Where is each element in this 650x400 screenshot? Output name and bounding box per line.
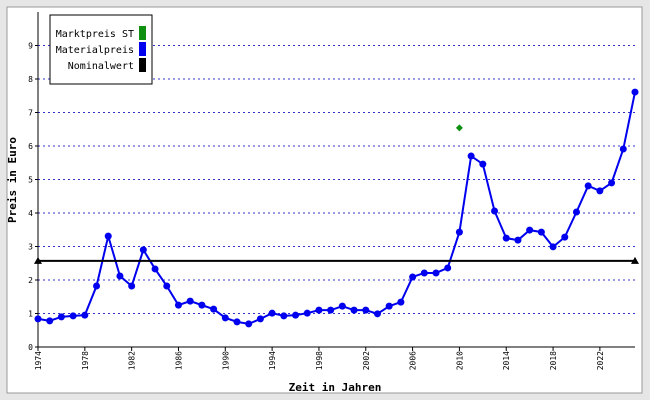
point [116,272,124,280]
y-tick-label: 7 [28,109,33,118]
y-tick-label: 8 [28,75,33,84]
point [69,312,77,320]
point [455,124,463,132]
legend-swatch [139,58,146,72]
point [362,306,370,314]
point [502,234,510,242]
point [327,306,335,314]
point [210,305,218,313]
x-tick-label: 1986 [174,351,183,370]
point [549,243,557,251]
legend-box [49,14,153,85]
legend-label: Nominalwert [68,61,134,72]
point [385,302,393,310]
point [268,309,276,317]
legend: Marktpreis ST Materialpreis Nominalwert [49,14,153,85]
point [420,269,428,277]
point [608,179,616,187]
point [303,309,311,317]
x-tick-label: 1974 [34,351,43,370]
legend-swatch [139,26,146,40]
x-tick-label: 1990 [221,351,230,370]
legend-label: Materialpreis [56,45,134,56]
x-axis-label: Zeit in Jahren [289,381,382,394]
point [151,265,159,273]
point [584,182,592,190]
point [57,313,65,321]
point [350,306,358,314]
legend-label: Marktpreis ST [56,29,134,40]
y-axis-label: Preis in Euro [6,137,19,223]
x-tick-label: 2006 [409,351,418,370]
y-tick-label: 0 [28,343,33,352]
point [198,301,206,309]
y-tick-label: 2 [28,276,33,285]
x-tick-label: 1978 [81,351,90,370]
point [233,318,241,326]
x-tick-label: 1982 [128,351,137,370]
point [338,302,346,310]
x-tick-label: 2014 [502,351,511,370]
y-tick-label: 5 [28,176,33,185]
point [174,301,182,309]
point [631,88,639,96]
point [514,236,522,244]
point [596,187,604,195]
point [221,314,229,322]
point [526,226,534,234]
point [467,152,475,160]
point [561,233,569,241]
point [397,298,405,306]
x-tick-label: 2022 [596,351,605,370]
point [104,232,112,240]
x-tick-label: 2010 [455,351,464,370]
point [537,228,545,236]
point [280,312,288,320]
x-tick-label: 1994 [268,351,277,370]
point [631,256,639,264]
point [81,311,89,319]
series-line [37,91,636,325]
point [315,306,323,314]
point [186,297,194,305]
point [292,311,300,319]
point [256,315,264,323]
x-tick-label: 2002 [362,351,371,370]
point [93,282,101,290]
point [46,317,54,325]
point [139,246,147,254]
point [491,207,499,215]
point [373,310,381,318]
point [479,160,487,168]
y-tick-label: 6 [28,142,33,151]
point [619,145,627,153]
point [245,320,253,328]
point [34,315,42,323]
point [455,228,463,236]
y-tick-label: 4 [28,209,33,218]
y-tick-label: 3 [28,243,33,252]
x-tick-label: 1998 [315,351,324,370]
point [128,282,136,290]
point [432,269,440,277]
x-tick-label: 2018 [549,351,558,370]
y-tick-label: 1 [28,310,33,319]
y-tick-label: 9 [28,42,33,51]
point [444,264,452,272]
point [409,273,417,281]
legend-swatch [139,42,146,56]
point [163,282,171,290]
point [34,256,42,264]
point [572,208,580,216]
